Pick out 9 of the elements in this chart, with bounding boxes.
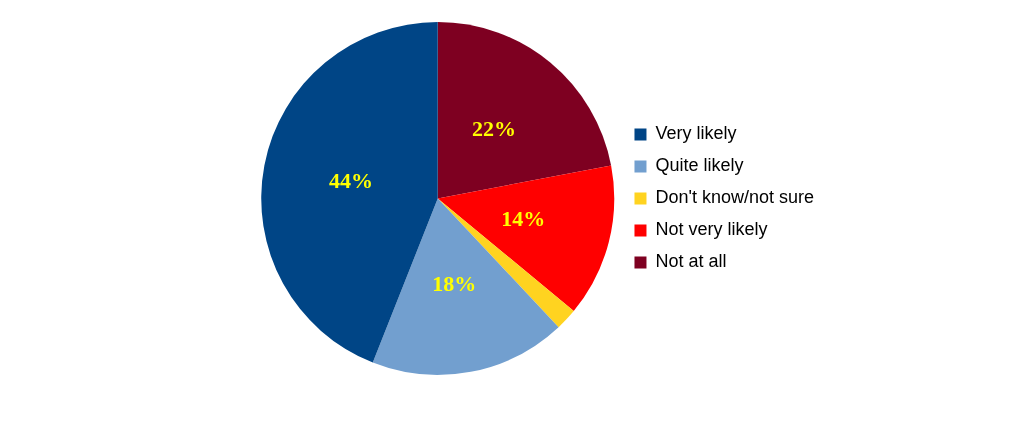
legend-label: Not very likely <box>655 219 768 240</box>
legend-label: Not at all <box>655 251 727 272</box>
legend-label: Don't know/not sure <box>655 187 815 208</box>
legend-label: Very likely <box>655 123 737 144</box>
data-label: 18% <box>432 270 477 296</box>
data-label: 22% <box>471 116 516 142</box>
legend-label: Quite likely <box>655 155 744 176</box>
data-label: 44% <box>329 167 374 193</box>
data-label: 14% <box>501 206 546 232</box>
